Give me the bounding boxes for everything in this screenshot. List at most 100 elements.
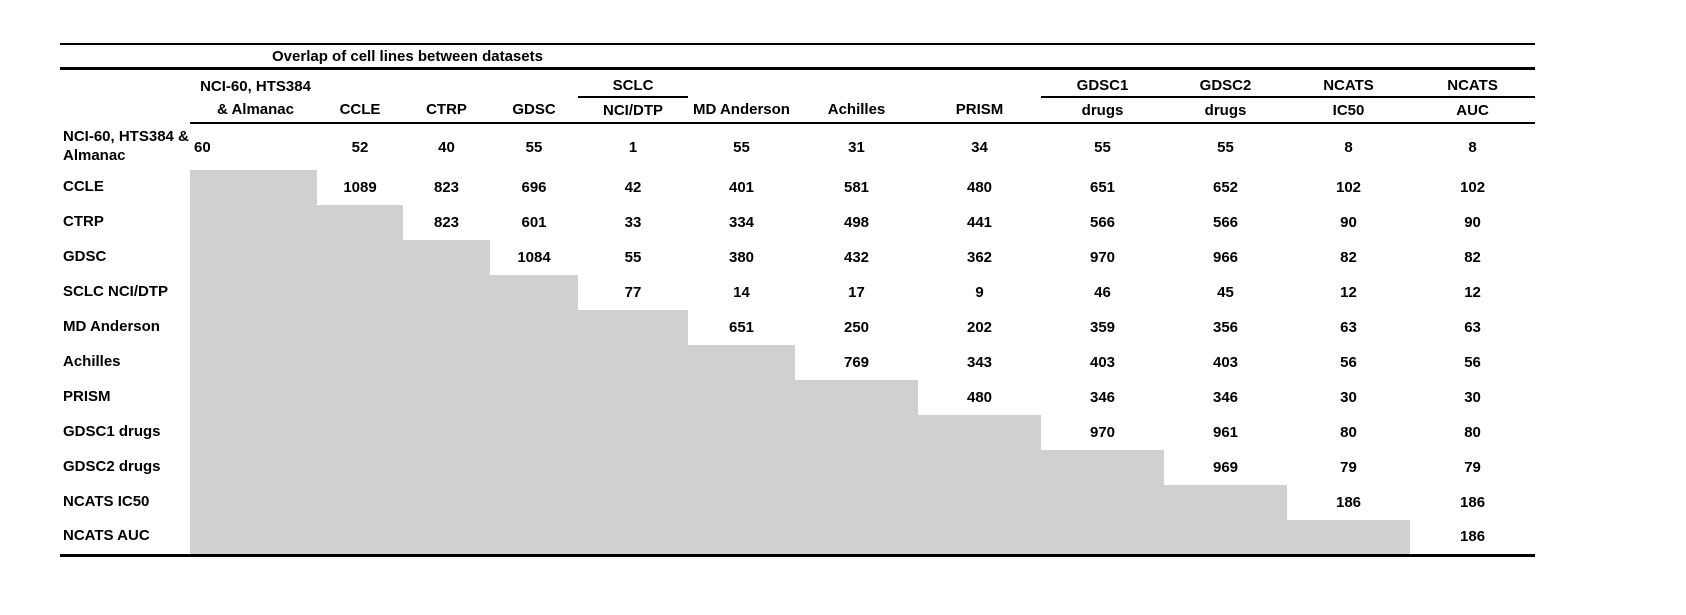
value-cell: 356	[1212, 319, 1239, 336]
value-cell: 403	[1089, 354, 1116, 371]
value-cell: 14	[733, 284, 750, 301]
shaded-cell	[403, 485, 490, 520]
shaded-cell	[490, 415, 578, 450]
header-corner	[60, 97, 190, 123]
value-cell: 52	[351, 138, 369, 156]
shaded-cell	[317, 415, 403, 450]
shaded-cell	[795, 415, 918, 450]
table-row: MD Anderson 651 250 202 359 356 63 63	[60, 310, 1535, 345]
table-row: CTRP 823 601 33 334 498 441 566 566 90 90	[60, 205, 1535, 240]
value-cell: 186	[1460, 494, 1486, 511]
value-cell: 966	[1212, 249, 1239, 266]
shaded-cell	[578, 310, 688, 345]
shaded-cell	[578, 380, 688, 415]
row-label: NCATS IC50	[63, 493, 150, 511]
shaded-cell	[190, 380, 317, 415]
value-cell: 250	[843, 319, 870, 336]
value-cell: 343	[966, 354, 993, 371]
shaded-cell	[190, 450, 317, 485]
value-cell: 30	[1340, 389, 1357, 406]
shaded-cell	[490, 520, 578, 557]
value-cell: 769	[843, 354, 870, 371]
value-cell: 55	[1094, 138, 1111, 156]
value-cell: 45	[1217, 284, 1234, 301]
value-cell: 17	[848, 284, 865, 301]
header-corner	[60, 69, 190, 98]
value-cell: 42	[624, 179, 642, 196]
shaded-cell	[317, 310, 403, 345]
shaded-cell	[490, 310, 578, 345]
shaded-cell	[688, 520, 795, 557]
row-label: MD Anderson	[63, 318, 160, 336]
shaded-cell	[578, 345, 688, 380]
value-cell: 566	[1089, 214, 1116, 231]
shaded-cell	[403, 520, 490, 557]
table-row: CCLE 1089 823 696 42 401 581 480 651 652 102 102	[60, 170, 1535, 205]
value-cell: 63	[1340, 319, 1357, 336]
col-header-achilles-line1	[795, 69, 918, 98]
header-row-bottom: & Almanac CCLE CTRP GDSC NCI/DTP MD Ande…	[60, 97, 1536, 124]
value-cell: 56	[1340, 354, 1357, 371]
value-cell: 566	[1212, 214, 1239, 231]
value-cell: 80	[1464, 424, 1481, 441]
value-cell: 652	[1212, 179, 1239, 196]
shaded-cell	[688, 450, 795, 485]
value-cell: 581	[843, 179, 870, 196]
col-header-ncats-auc-line1: NCATS	[1410, 68, 1536, 98]
table-title-row: Overlap of cell lines between datasets	[60, 43, 1536, 70]
value-cell: 334	[728, 214, 755, 231]
value-cell: 90	[1340, 214, 1357, 231]
value-cell: 82	[1464, 249, 1481, 266]
value-cell: 696	[521, 179, 547, 196]
value-cell: 1	[628, 138, 638, 156]
shaded-cell	[918, 485, 1041, 520]
shaded-cell	[688, 345, 795, 380]
shaded-cell	[403, 415, 490, 450]
shaded-cell	[1041, 450, 1164, 485]
shaded-cell	[918, 450, 1041, 485]
col-header-gdsc1-line1: GDSC1	[1041, 68, 1164, 98]
row-label: Achilles	[63, 353, 121, 371]
col-header-ctrp-line1	[403, 69, 490, 98]
value-cell: 55	[1217, 138, 1234, 156]
col-header-gdsc1-line2: drugs	[1041, 97, 1164, 124]
shaded-cell	[1287, 520, 1410, 557]
value-cell: 12	[1464, 284, 1481, 301]
shaded-cell	[190, 520, 317, 557]
row-label: CTRP	[63, 213, 104, 231]
shaded-cell	[578, 415, 688, 450]
value-cell: 56	[1464, 354, 1481, 371]
shaded-cell	[317, 345, 403, 380]
table-row: Achilles 769 343 403 403 56 56	[60, 345, 1535, 380]
shaded-cell	[795, 520, 918, 557]
value-cell: 346	[1089, 389, 1116, 406]
value-cell: 1084	[517, 249, 551, 266]
table-row: NCATS IC50 186 186	[60, 485, 1535, 520]
value-cell: 432	[843, 249, 870, 266]
shaded-cell	[688, 415, 795, 450]
shaded-cell	[317, 485, 403, 520]
value-cell: 79	[1340, 459, 1357, 476]
col-header-ncats-ic50-line2: IC50	[1287, 97, 1410, 124]
shaded-cell	[795, 485, 918, 520]
table-title: Overlap of cell lines between datasets	[60, 43, 1536, 70]
value-cell: 961	[1212, 424, 1239, 441]
col-header-sclc-line1: SCLC	[578, 68, 688, 98]
value-cell: 346	[1212, 389, 1239, 406]
value-cell: 823	[433, 179, 460, 196]
shaded-cell	[403, 240, 490, 275]
value-cell: 823	[433, 214, 460, 231]
shaded-cell	[317, 275, 403, 310]
shaded-cell	[190, 310, 317, 345]
shaded-cell	[190, 415, 317, 450]
shaded-cell	[403, 450, 490, 485]
value-cell: 55	[733, 138, 750, 156]
col-header-ctrp: CTRP	[403, 97, 490, 124]
col-header-nci60-line2: & Almanac	[190, 97, 317, 124]
shaded-cell	[578, 520, 688, 557]
value-cell: 40	[438, 138, 455, 156]
col-header-prism: PRISM	[918, 97, 1041, 124]
overlap-table: Overlap of cell lines between datasets N…	[60, 43, 1536, 557]
value-cell: 82	[1340, 249, 1357, 266]
value-cell: 31	[848, 138, 865, 156]
